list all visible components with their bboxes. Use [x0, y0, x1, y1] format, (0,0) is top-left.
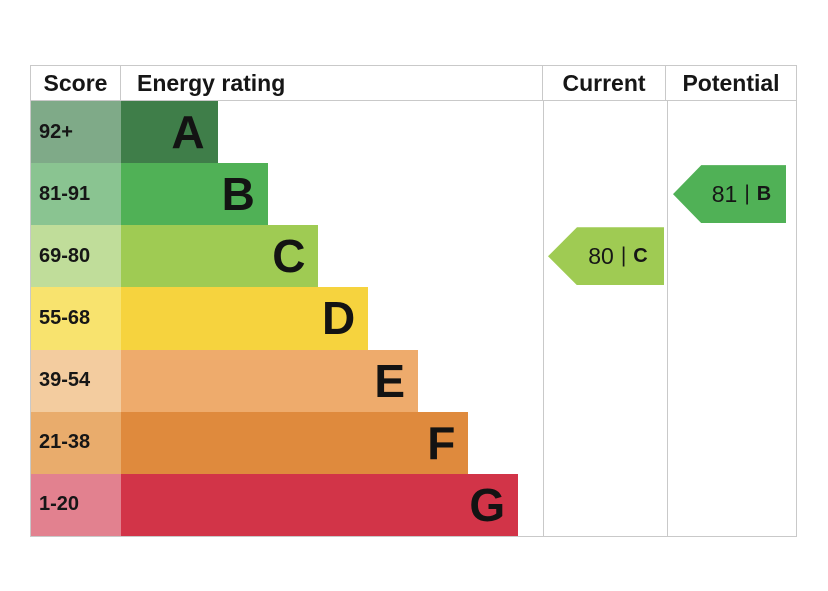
- potential-rating-value: 81: [711, 180, 738, 207]
- score-cell: 1-20: [31, 473, 121, 536]
- score-cell: 39-54: [31, 349, 121, 412]
- band-row-b: 81-91 B: [31, 163, 796, 226]
- band-letter: B: [221, 168, 255, 221]
- score-cell: 69-80: [31, 225, 121, 288]
- current-rating-separator: |: [620, 244, 627, 268]
- potential-rating-separator: |: [744, 182, 750, 206]
- band-letter: C: [272, 230, 306, 283]
- score-cell: 92+: [31, 101, 121, 164]
- score-cell: 55-68: [31, 287, 121, 350]
- band-letter: G: [469, 478, 506, 531]
- header-score: Score: [31, 66, 121, 100]
- score-cell: 21-38: [31, 411, 121, 474]
- header-current: Current: [543, 66, 666, 100]
- potential-rating-letter: B: [756, 182, 772, 205]
- current-rating-value: 80: [588, 242, 614, 269]
- band-row-e: 39-54 E: [31, 349, 796, 412]
- rating-area: F: [121, 411, 543, 474]
- rating-bar: G: [121, 473, 519, 536]
- rating-area: B: [121, 163, 543, 226]
- rating-bar: F: [121, 411, 469, 474]
- band-row-g: 1-20 G: [31, 473, 796, 536]
- rating-area: C: [121, 225, 543, 288]
- band-letter: F: [427, 416, 456, 469]
- rating-bar: B: [121, 163, 268, 226]
- current-rating-letter: C: [633, 244, 648, 267]
- score-cell: 81-91: [31, 163, 121, 226]
- rating-area: E: [121, 349, 543, 412]
- band-row-d: 55-68 D: [31, 287, 796, 350]
- band-letter: D: [322, 292, 356, 345]
- rating-area: A: [121, 101, 543, 164]
- rating-bar: A: [121, 101, 218, 164]
- rating-area: D: [121, 287, 543, 350]
- band-letter: E: [374, 354, 406, 407]
- band-rows: 92+ A 81-91 B 69-80: [31, 101, 796, 536]
- header-potential: Potential: [682, 69, 780, 96]
- epc-table: Score Energy rating Current Potential 92…: [30, 65, 797, 537]
- rating-bar: E: [121, 349, 419, 412]
- band-row-c: 69-80 C: [31, 225, 796, 288]
- band-letter: A: [171, 106, 205, 159]
- header-energy-rating: Energy rating: [121, 66, 543, 100]
- rating-area: G: [121, 473, 543, 536]
- table-body: 92+ A 81-91 B 69-80: [31, 101, 796, 536]
- table-header: Score Energy rating Current Potential: [31, 66, 796, 101]
- rating-bar: C: [121, 225, 319, 288]
- band-row-a: 92+ A: [31, 101, 796, 164]
- current-rating-arrow: 80 | C: [548, 227, 664, 286]
- potential-column-divider: [667, 101, 668, 536]
- rating-bar: D: [121, 287, 369, 350]
- band-row-f: 21-38 F: [31, 411, 796, 474]
- current-column-divider: [543, 101, 544, 536]
